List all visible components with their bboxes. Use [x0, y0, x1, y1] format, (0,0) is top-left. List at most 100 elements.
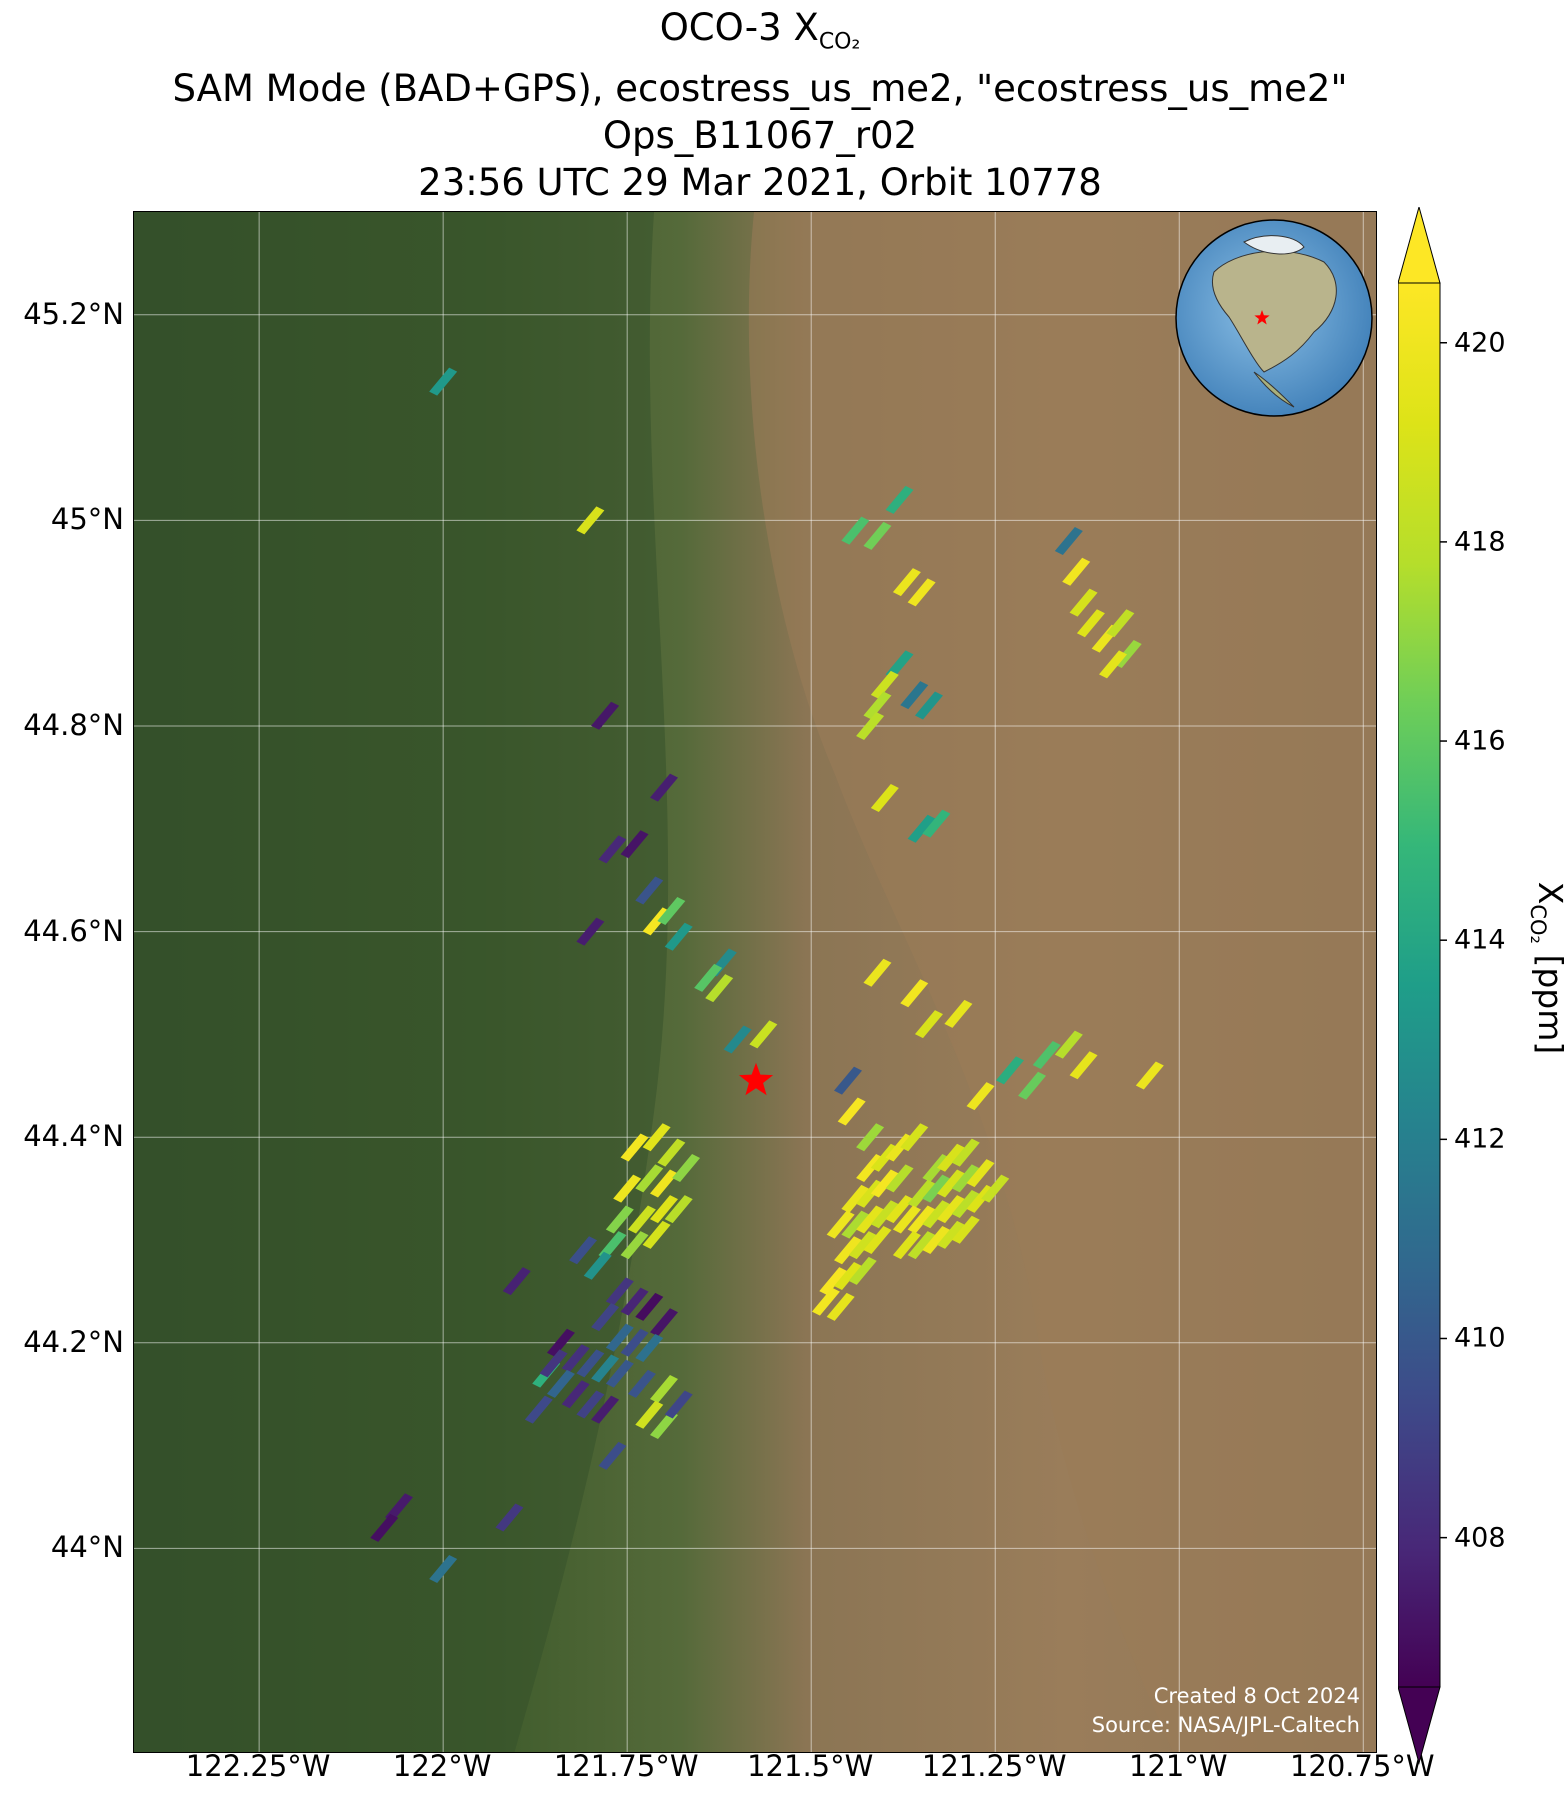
lat-tick-label: 44.8°N: [23, 708, 124, 742]
sounding-footprint: [863, 691, 892, 720]
sounding-footprint: [635, 1292, 664, 1321]
lon-tick-label: 121.5°W: [747, 1749, 874, 1783]
lon-tick-label: 120.75°W: [1289, 1749, 1435, 1783]
lat-tick-label: 44.6°N: [23, 913, 124, 948]
lon-tick-label: 121°W: [1128, 1749, 1228, 1783]
sounding-footprint: [546, 1328, 575, 1357]
sounding-footprint: [591, 1303, 620, 1332]
sounding-footprint: [966, 1082, 995, 1111]
map-panel[interactable]: Created 8 Oct 2024 Source: NASA/JPL-Calt…: [133, 211, 1377, 1753]
colorbar-label: XCO₂ [ppm]: [1526, 881, 1568, 1055]
sounding-footprint: [863, 958, 892, 987]
sounding-footprint: [1062, 557, 1091, 586]
sounding-footprint: [620, 1231, 649, 1260]
sounding-footprint: [664, 1195, 693, 1224]
sounding-footprint: [1069, 1051, 1098, 1080]
sounding-footprint: [657, 897, 686, 926]
sounding-footprint: [384, 1493, 413, 1522]
sounding-footprint: [591, 1354, 620, 1383]
title-line-4: 23:56 UTC 29 Mar 2021, Orbit 10778: [418, 161, 1102, 205]
sounding-footprint: [826, 1292, 855, 1321]
sounding-footprint: [524, 1395, 553, 1424]
sounding-footprint: [664, 922, 693, 951]
sounding-footprint: [837, 1097, 866, 1126]
colorbar-extend-min: [1398, 1686, 1441, 1765]
sounding-footprint: [1106, 609, 1135, 638]
colorbar-tick-label: 412: [1454, 1123, 1506, 1155]
source-credit: Source: NASA/JPL-Caltech: [1091, 1713, 1360, 1737]
sounding-footprint: [649, 1169, 678, 1198]
sounding-footprint: [951, 1190, 980, 1219]
sounding-footprint: [649, 1308, 678, 1337]
sounding-footprint: [914, 1010, 943, 1039]
sounding-footprint: [819, 1267, 848, 1296]
sounding-footprint: [856, 712, 885, 740]
lon-tick-label: 122.25°W: [185, 1749, 331, 1783]
basemap-forest: [134, 212, 669, 1752]
lat-tick-label: 44.4°N: [23, 1119, 124, 1154]
sounding-footprint: [1054, 526, 1083, 555]
colorbar-tick-label: 420: [1454, 327, 1506, 359]
sounding-footprint: [907, 1205, 936, 1234]
colorbar-tick-label: 408: [1454, 1522, 1506, 1554]
sounding-footprint: [620, 1287, 649, 1316]
sounding-footprint: [922, 1174, 951, 1203]
sounding-footprint: [627, 1369, 656, 1398]
sounding-footprint: [995, 1056, 1024, 1085]
lon-tick-label: 121.25°W: [921, 1749, 1067, 1783]
sounding-footprint: [649, 1411, 678, 1440]
colorbar-gradient: [1398, 282, 1441, 1688]
sounding-footprint: [856, 1123, 885, 1152]
sounding-footprint: [811, 1287, 840, 1316]
sounding-footprint: [1069, 588, 1098, 617]
sounding-footprint: [605, 1205, 634, 1234]
sounding-footprint: [539, 1349, 568, 1378]
globe-star-icon: [1254, 310, 1270, 325]
sounding-footprint: [642, 1220, 671, 1249]
colorbar-extend-max: [1398, 207, 1441, 284]
sounding-footprint: [635, 1400, 664, 1429]
sounding-footprint: [1135, 1061, 1164, 1090]
sounding-footprint: [723, 1025, 752, 1054]
title-line-1: OCO-3 XCO₂: [659, 6, 861, 55]
colorbar-tick-label: 418: [1454, 526, 1506, 558]
sounding-footprint: [900, 1123, 929, 1152]
sounding-footprint: [649, 773, 678, 802]
sounding-footprint: [605, 1323, 634, 1352]
sounding-footprint: [605, 1359, 634, 1388]
colorbar-tick-label: 410: [1454, 1322, 1506, 1354]
sounding-footprint: [749, 1020, 778, 1049]
sounding-footprint: [914, 691, 943, 720]
sounding-footprint: [495, 1503, 524, 1532]
sounding-footprint: [1032, 1040, 1061, 1069]
sounding-footprint: [907, 1231, 936, 1260]
sounding-footprint: [951, 1164, 980, 1193]
created-date: Created 8 Oct 2024: [1153, 1684, 1360, 1708]
target-marker: [738, 1062, 774, 1096]
sounding-footprint: [1054, 1030, 1083, 1059]
sounding-footprint: [937, 1195, 966, 1224]
sounding-footprint: [583, 1251, 612, 1280]
sounding-footprint: [1018, 1071, 1047, 1100]
sounding-footprint: [900, 979, 929, 1008]
sounding-footprint: [591, 1395, 620, 1424]
sounding-footprint: [885, 1164, 914, 1193]
sounding-footprint: [598, 1231, 627, 1260]
title-line-2: SAM Mode (BAD+GPS), ecostress_us_me2, "e…: [172, 67, 1348, 111]
sounding-footprint: [870, 670, 899, 699]
sounding-footprint: [561, 1344, 590, 1373]
sounding-footprint: [370, 1513, 399, 1542]
sounding-footprint: [576, 1390, 605, 1419]
sounding-footprint: [569, 1236, 598, 1265]
globe-target-icon: [1254, 310, 1270, 325]
title-line-3: Ops_B11067_r02: [602, 114, 918, 158]
sounding-footprint: [892, 568, 921, 597]
sounding-footprint: [966, 1159, 995, 1188]
sounding-footprint: [848, 1256, 877, 1285]
sounding-footprint: [598, 1441, 627, 1470]
sounding-footprint: [892, 1205, 921, 1234]
map-canvas[interactable]: [134, 212, 1377, 1753]
sounding-footprint: [834, 1261, 863, 1290]
colorbar-tick-label: 414: [1454, 924, 1506, 956]
sounding-footprint: [576, 1349, 605, 1378]
